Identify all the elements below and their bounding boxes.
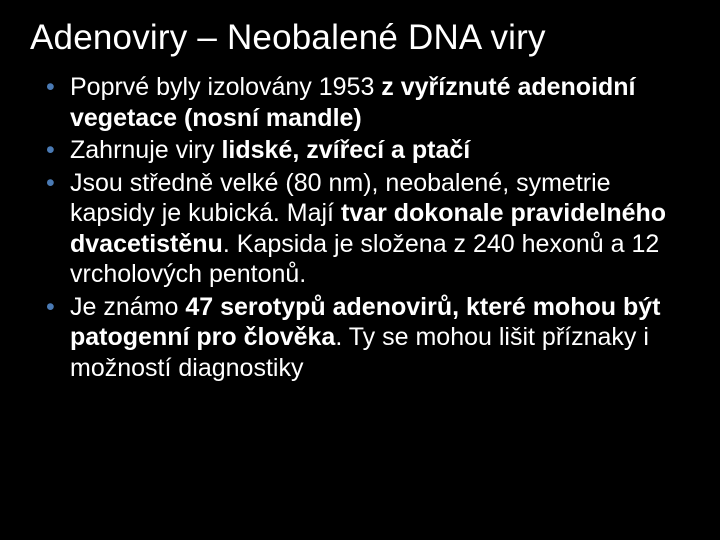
bullet-item: Jsou středně velké (80 nm), neobalené, s…	[42, 168, 690, 290]
bullet-item: Je známo 47 serotypů adenovirů, které mo…	[42, 292, 690, 384]
text-run: Je známo	[70, 293, 185, 321]
text-run: Zahrnuje viry	[70, 136, 221, 164]
slide-title: Adenoviry – Neobalené DNA viry	[30, 18, 690, 58]
text-run: Poprvé byly izolovány 1953	[70, 73, 381, 101]
bullet-item: Zahrnuje viry lidské, zvířecí a ptačí	[42, 135, 690, 166]
text-run: lidské, zvířecí a ptačí	[221, 136, 470, 164]
slide: Adenoviry – Neobalené DNA viry Poprvé by…	[0, 0, 720, 540]
bullet-item: Poprvé byly izolovány 1953 z vyříznuté a…	[42, 72, 690, 133]
bullet-list: Poprvé byly izolovány 1953 z vyříznuté a…	[30, 72, 690, 383]
